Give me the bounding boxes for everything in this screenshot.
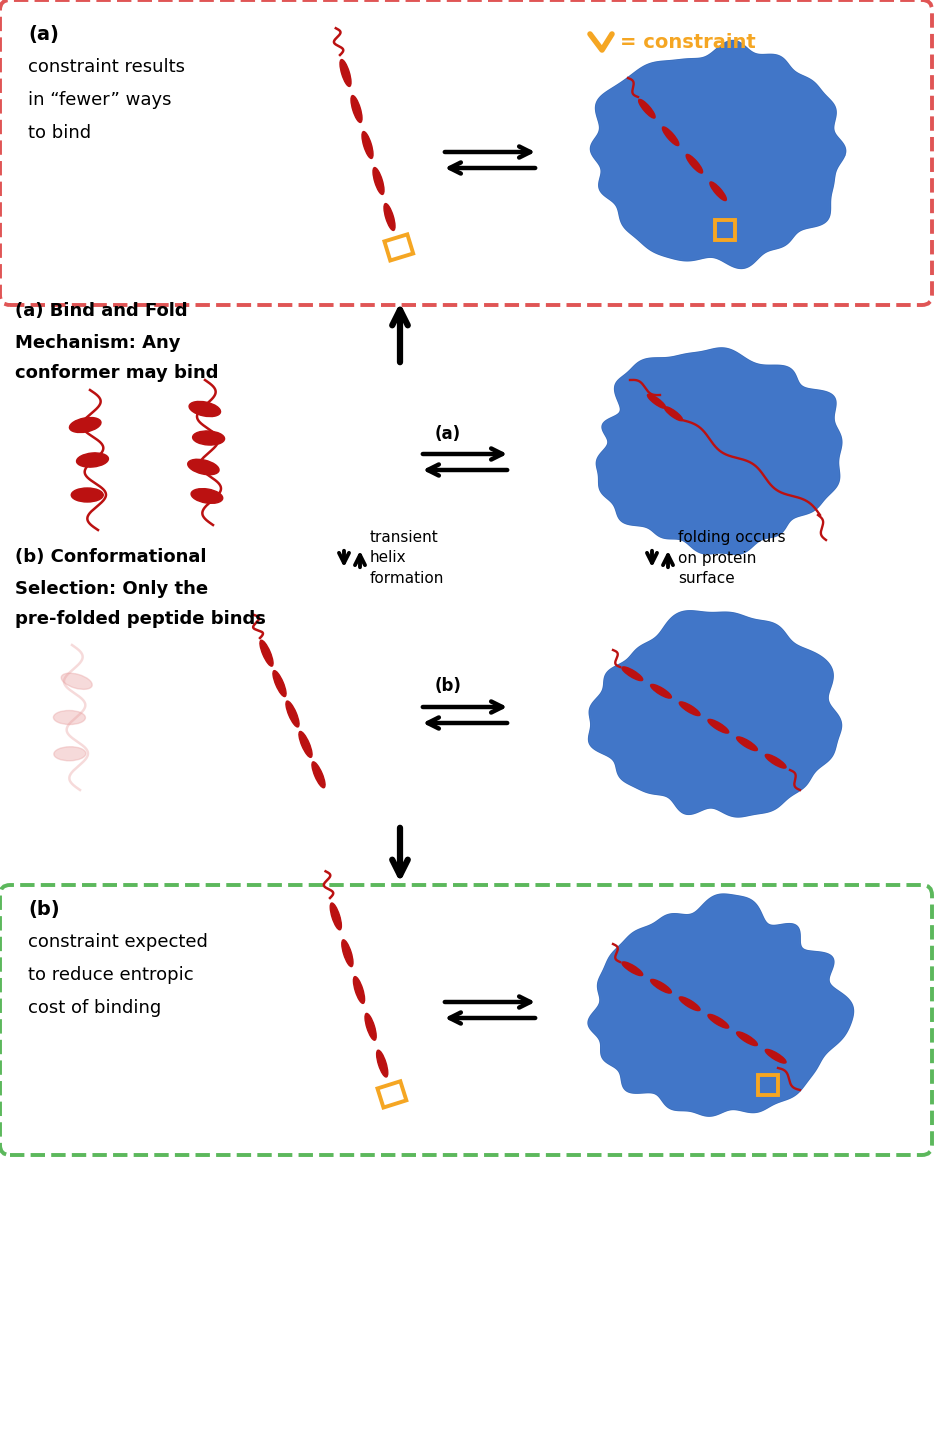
- Text: to bind: to bind: [28, 123, 91, 142]
- Text: conformer may bind: conformer may bind: [15, 364, 219, 382]
- Ellipse shape: [260, 640, 273, 666]
- Ellipse shape: [53, 710, 85, 725]
- Ellipse shape: [191, 489, 223, 504]
- Ellipse shape: [686, 155, 702, 174]
- Text: to reduce entropic: to reduce entropic: [28, 966, 194, 984]
- Text: transient
helix
formation: transient helix formation: [370, 530, 444, 585]
- Ellipse shape: [651, 980, 671, 993]
- Ellipse shape: [71, 488, 103, 502]
- Ellipse shape: [351, 96, 362, 122]
- Ellipse shape: [365, 1013, 376, 1040]
- Text: folding occurs
on protein
surface: folding occurs on protein surface: [678, 530, 785, 585]
- Text: (b): (b): [28, 900, 60, 918]
- Ellipse shape: [765, 1049, 786, 1063]
- Text: (a): (a): [28, 24, 59, 44]
- Ellipse shape: [69, 418, 101, 432]
- Ellipse shape: [353, 977, 365, 1003]
- Text: Selection: Only the: Selection: Only the: [15, 580, 209, 598]
- Ellipse shape: [77, 453, 108, 468]
- Ellipse shape: [708, 1015, 728, 1027]
- Ellipse shape: [286, 702, 299, 728]
- Ellipse shape: [651, 684, 671, 697]
- Text: constraint results: constraint results: [28, 57, 185, 76]
- Ellipse shape: [737, 738, 757, 751]
- Ellipse shape: [765, 755, 786, 768]
- Ellipse shape: [188, 459, 219, 475]
- Ellipse shape: [373, 168, 384, 194]
- Text: Mechanism: Any: Mechanism: Any: [15, 334, 180, 352]
- Text: in “fewer” ways: in “fewer” ways: [28, 90, 171, 109]
- Text: (a) Bind and Fold: (a) Bind and Fold: [15, 301, 188, 320]
- Text: = constraint: = constraint: [620, 33, 755, 52]
- Polygon shape: [588, 894, 854, 1116]
- Ellipse shape: [362, 132, 373, 158]
- Polygon shape: [597, 347, 842, 554]
- Ellipse shape: [377, 1050, 388, 1078]
- Text: (b) Conformational: (b) Conformational: [15, 548, 207, 565]
- Ellipse shape: [299, 732, 312, 758]
- Ellipse shape: [639, 99, 655, 118]
- Ellipse shape: [665, 406, 683, 420]
- Polygon shape: [588, 611, 842, 817]
- Ellipse shape: [273, 670, 286, 696]
- Polygon shape: [588, 611, 842, 817]
- Ellipse shape: [622, 667, 642, 680]
- Ellipse shape: [193, 430, 224, 445]
- Ellipse shape: [622, 961, 642, 976]
- Text: cost of binding: cost of binding: [28, 999, 161, 1017]
- Ellipse shape: [330, 903, 341, 930]
- Ellipse shape: [662, 126, 679, 145]
- Text: constraint expected: constraint expected: [28, 933, 208, 951]
- Text: (a): (a): [435, 425, 461, 443]
- Ellipse shape: [647, 395, 666, 408]
- Polygon shape: [597, 347, 842, 554]
- Polygon shape: [591, 40, 845, 268]
- Ellipse shape: [342, 940, 353, 967]
- Ellipse shape: [61, 673, 93, 689]
- Polygon shape: [591, 40, 845, 268]
- Ellipse shape: [54, 746, 86, 761]
- Ellipse shape: [189, 402, 221, 416]
- Ellipse shape: [737, 1032, 757, 1046]
- Text: pre-folded peptide binds: pre-folded peptide binds: [15, 610, 266, 629]
- Ellipse shape: [312, 762, 325, 788]
- Polygon shape: [588, 894, 854, 1116]
- Ellipse shape: [680, 702, 700, 716]
- Ellipse shape: [340, 60, 351, 86]
- Text: (b): (b): [435, 677, 462, 695]
- Ellipse shape: [680, 997, 700, 1010]
- Ellipse shape: [708, 719, 728, 733]
- Ellipse shape: [384, 204, 395, 231]
- Ellipse shape: [710, 182, 726, 201]
